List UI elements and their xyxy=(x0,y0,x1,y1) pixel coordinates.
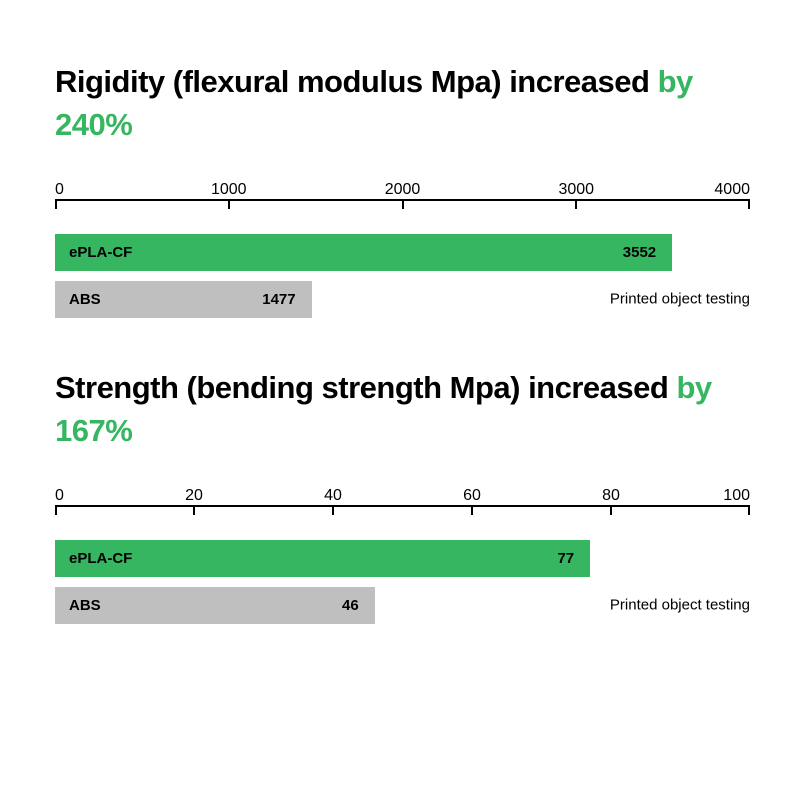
bar-abs: ABS 1477 xyxy=(55,281,312,318)
axis-hline xyxy=(55,505,750,507)
section-title: Rigidity (flexural modulus Mpa) increase… xyxy=(55,60,750,147)
axis-tick-label: 40 xyxy=(324,487,342,505)
bar-row-abs: ABS 46 Printed object testing xyxy=(55,587,750,624)
bars: ePLA-CF 77 ABS 46 Printed object testing xyxy=(55,540,750,624)
bar-value: 3552 xyxy=(623,244,656,261)
axis-tick-label: 20 xyxy=(185,487,203,505)
title-text: Rigidity (flexural modulus Mpa) increase… xyxy=(55,64,658,99)
bar-abs: ABS 46 xyxy=(55,587,375,624)
axis-tick-label: 100 xyxy=(723,487,750,505)
bar-label: ePLA-CF xyxy=(69,550,132,567)
axis-tick xyxy=(748,505,750,515)
title-text: Strength (bending strength Mpa) increase… xyxy=(55,370,676,405)
axis-labels: 0 1000 2000 3000 4000 xyxy=(55,181,750,199)
axis-tick xyxy=(55,199,57,209)
bar-label: ABS xyxy=(69,291,101,308)
section-title: Strength (bending strength Mpa) increase… xyxy=(55,366,750,453)
axis: 0 1000 2000 3000 4000 xyxy=(55,181,750,211)
axis-line xyxy=(55,505,750,515)
axis-tick xyxy=(332,505,334,515)
axis-tick-label: 1000 xyxy=(211,181,247,199)
axis-tick-label: 60 xyxy=(463,487,481,505)
bar-label: ABS xyxy=(69,597,101,614)
axis-tick-label: 0 xyxy=(55,487,64,505)
bar-row-epla-cf: ePLA-CF 3552 xyxy=(55,234,750,271)
axis-tick xyxy=(228,199,230,209)
axis-tick xyxy=(575,199,577,209)
axis-tick-label: 3000 xyxy=(558,181,594,199)
axis-labels: 0 20 40 60 80 100 xyxy=(55,487,750,505)
bar-value: 1477 xyxy=(262,291,295,308)
bar-value: 46 xyxy=(342,597,359,614)
axis: 0 20 40 60 80 100 xyxy=(55,487,750,517)
axis-tick xyxy=(193,505,195,515)
axis-tick-label: 80 xyxy=(602,487,620,505)
bar-epla-cf: ePLA-CF 77 xyxy=(55,540,590,577)
axis-tick xyxy=(402,199,404,209)
bar-row-abs: ABS 1477 Printed object testing xyxy=(55,281,750,318)
axis-line xyxy=(55,199,750,209)
bar-label: ePLA-CF xyxy=(69,244,132,261)
bar-value: 77 xyxy=(557,550,574,567)
axis-tick xyxy=(55,505,57,515)
axis-tick xyxy=(610,505,612,515)
page: Rigidity (flexural modulus Mpa) increase… xyxy=(0,0,800,712)
chart-caption: Printed object testing xyxy=(610,597,750,614)
axis-tick-label: 0 xyxy=(55,181,64,199)
axis-tick-label: 4000 xyxy=(714,181,750,199)
section-strength: Strength (bending strength Mpa) increase… xyxy=(55,366,750,624)
axis-tick xyxy=(471,505,473,515)
chart-caption: Printed object testing xyxy=(610,291,750,308)
bar-epla-cf: ePLA-CF 3552 xyxy=(55,234,672,271)
axis-tick xyxy=(748,199,750,209)
section-rigidity: Rigidity (flexural modulus Mpa) increase… xyxy=(55,60,750,318)
axis-tick-label: 2000 xyxy=(385,181,421,199)
bars: ePLA-CF 3552 ABS 1477 Printed object tes… xyxy=(55,234,750,318)
bar-row-epla-cf: ePLA-CF 77 xyxy=(55,540,750,577)
